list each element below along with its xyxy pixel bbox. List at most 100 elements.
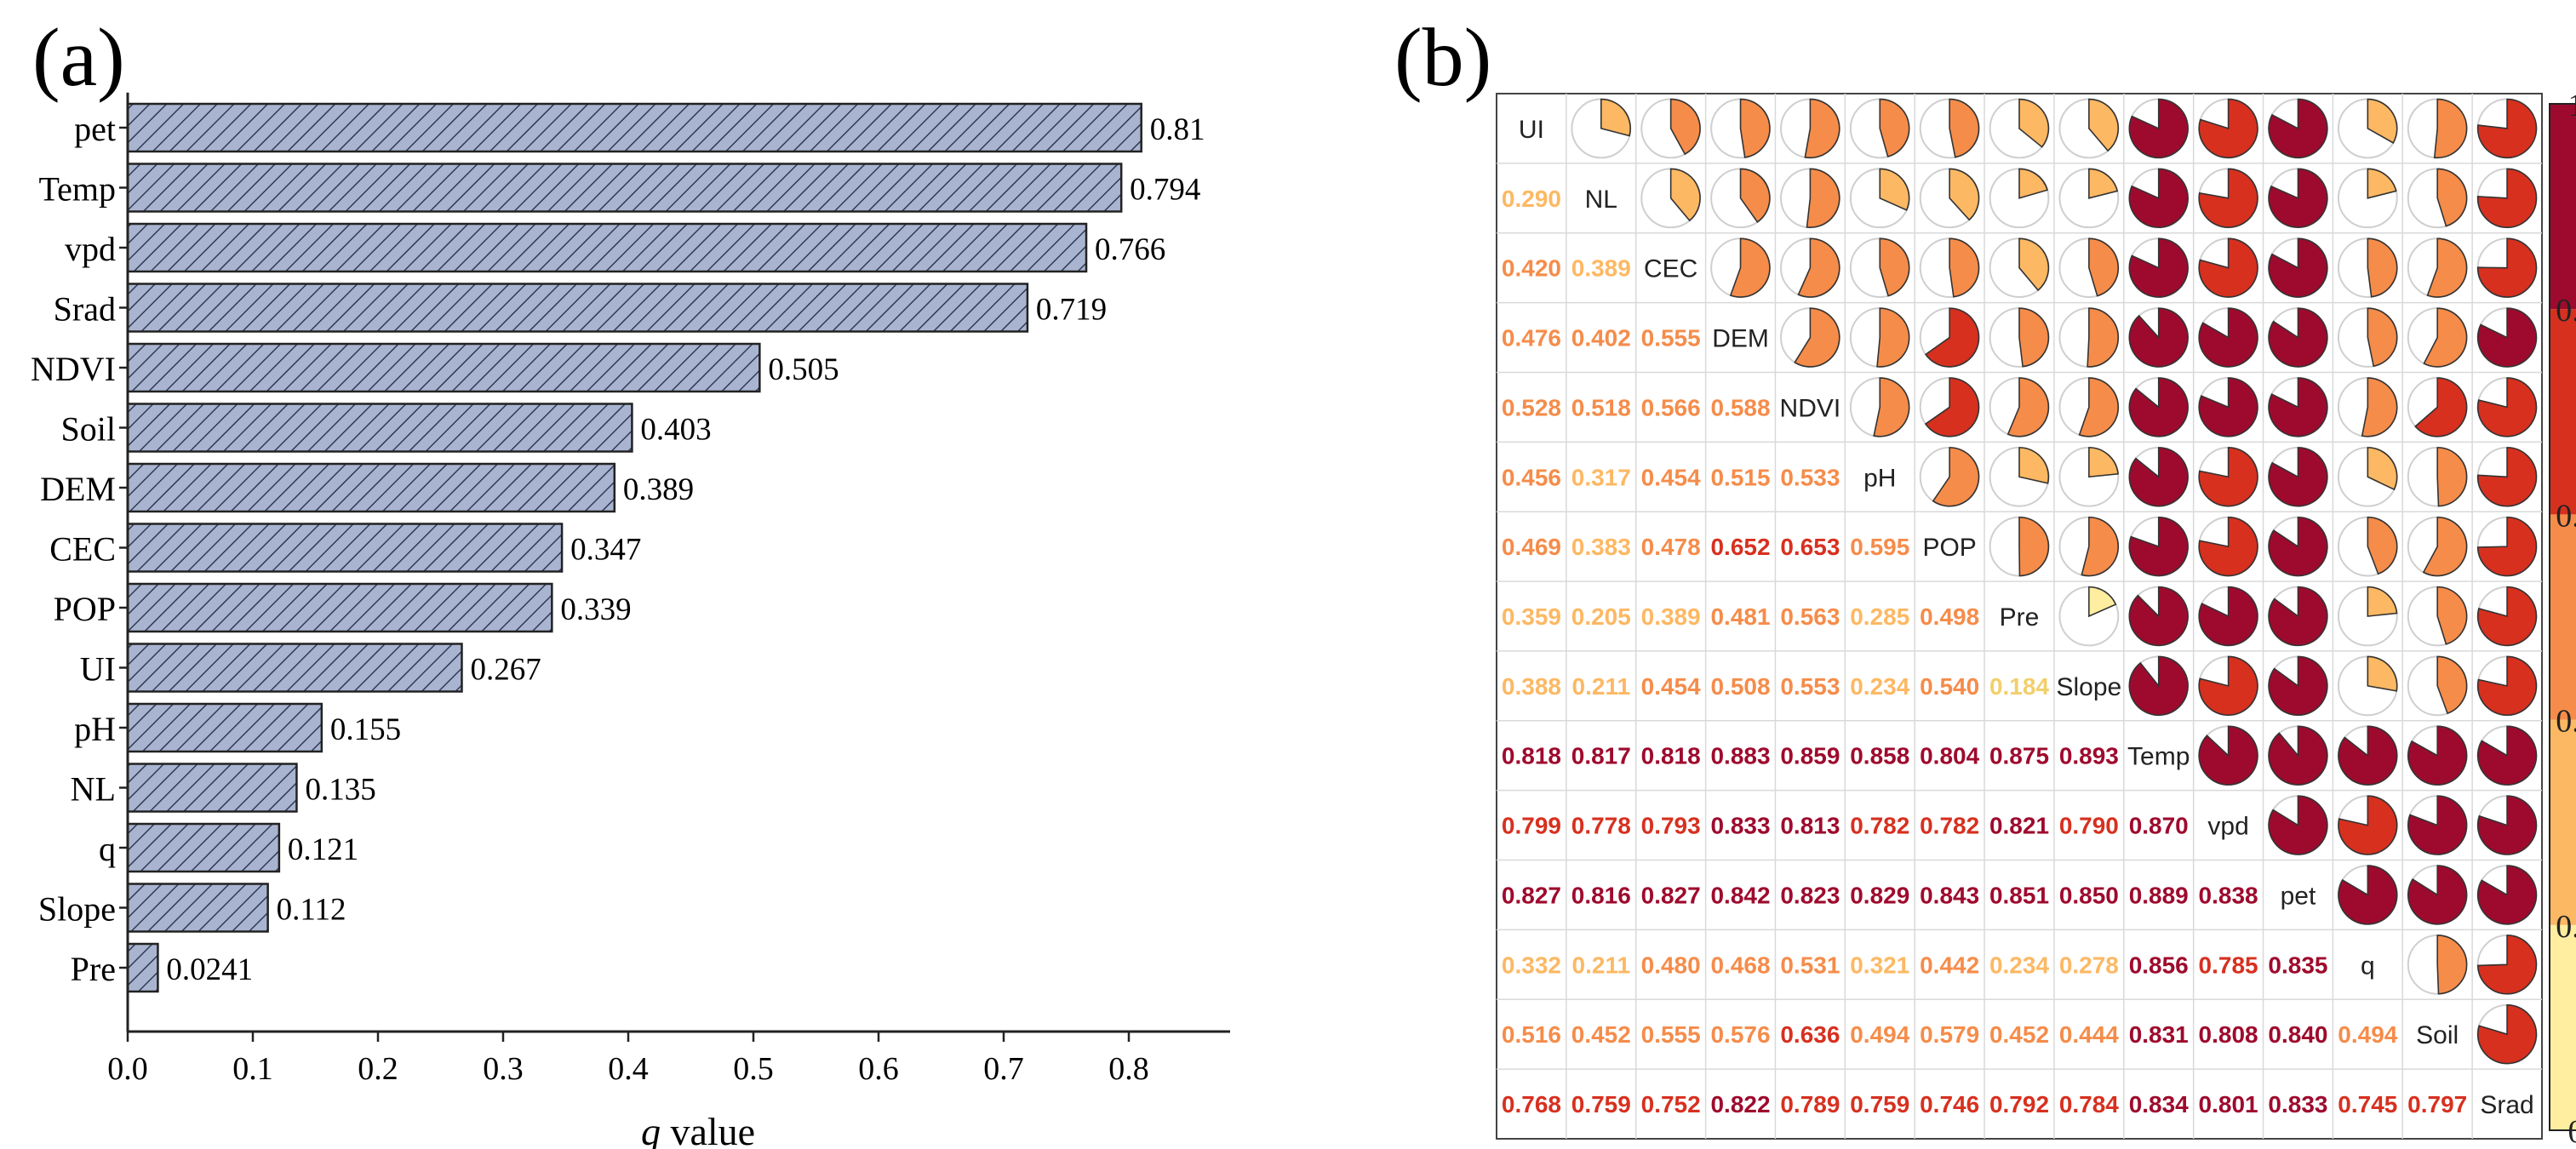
value-label: 0.746 <box>1920 1091 1979 1118</box>
pie-slice <box>1806 168 1840 228</box>
pie-slice <box>2476 377 2538 437</box>
pie-slice <box>1669 168 1701 222</box>
value-label: 0.817 <box>1571 743 1631 769</box>
value-label: 0.508 <box>1710 673 1770 700</box>
pie-slice <box>1949 237 1980 298</box>
value-label: 0.851 <box>1989 882 2049 908</box>
pie-slice <box>2338 795 2398 855</box>
x-tick-label: 0.3 <box>483 1051 524 1087</box>
value-label: 0.332 <box>1502 952 1561 978</box>
pie-slice <box>1949 98 1980 158</box>
pie-slice <box>1669 98 1701 156</box>
pie-slice <box>2407 865 2468 925</box>
data-label: 0.112 <box>277 893 346 928</box>
value-label: 0.476 <box>1502 325 1561 352</box>
pie-slice <box>2268 98 2328 159</box>
pie-slice <box>2476 307 2538 368</box>
value-label: 0.842 <box>1710 882 1770 908</box>
value-label: 0.827 <box>1502 882 1561 908</box>
pie-slice <box>2367 98 2398 144</box>
value-label: 0.563 <box>1780 603 1840 630</box>
data-label: 0.121 <box>288 832 358 867</box>
pie-slice <box>2476 586 2538 647</box>
colorbar-tick-label: 0.8 <box>2556 293 2576 329</box>
pie-slice <box>2423 307 2468 368</box>
pie-slice <box>2422 516 2468 577</box>
bar-NL <box>126 763 298 813</box>
pie-slice <box>2018 168 2049 199</box>
pie-slice <box>2367 586 2398 617</box>
pie-slice <box>2268 307 2328 368</box>
variable-label: vpd <box>2207 813 2248 841</box>
pie-slice <box>2081 516 2120 577</box>
value-label: 0.652 <box>1710 534 1770 560</box>
value-label: 0.792 <box>1989 1091 2049 1118</box>
bar-Slope <box>126 883 269 933</box>
value-label: 0.518 <box>1571 394 1631 420</box>
value-label: 0.498 <box>1920 603 1979 630</box>
value-label: 0.388 <box>1502 673 1561 700</box>
value-label: 0.782 <box>1920 813 1979 839</box>
value-label: 0.454 <box>1641 464 1701 490</box>
variable-label: pH <box>1863 464 1896 492</box>
pie-slice <box>2338 865 2398 925</box>
pie-slice <box>1879 237 1910 297</box>
pie-slice <box>2198 586 2258 647</box>
data-label: 0.389 <box>623 472 694 507</box>
pie-slice <box>2018 98 2050 148</box>
value-label: 0.823 <box>1780 882 1840 908</box>
data-label: 0.267 <box>470 653 541 688</box>
pie-slice <box>2476 516 2538 577</box>
category-label: Srad <box>54 290 116 329</box>
category-label: Pre <box>71 950 116 988</box>
value-label: 0.516 <box>1502 1021 1561 1048</box>
pie-slice <box>2268 168 2328 228</box>
value-label: 0.785 <box>2199 952 2258 978</box>
value-label: 0.759 <box>1850 1091 1909 1118</box>
pie-slice <box>1797 237 1840 298</box>
pie-slice <box>2476 98 2538 159</box>
value-label: 0.790 <box>2059 813 2119 839</box>
bar-CEC <box>126 523 564 573</box>
colorbar-tick-label: 0.2 <box>2556 909 2576 945</box>
category-label: Soil <box>61 410 116 449</box>
pie-slice <box>2006 377 2050 437</box>
colorbar-bin <box>2550 309 2576 515</box>
variable-label: q <box>2361 952 2375 980</box>
value-label: 0.833 <box>1710 813 1770 839</box>
matrix-grid <box>1497 94 2542 1139</box>
value-label: 0.205 <box>1571 603 1631 630</box>
pie-slice <box>2128 168 2189 228</box>
category-label: NL <box>71 770 116 809</box>
data-label: 0.339 <box>560 592 631 627</box>
value-label: 0.555 <box>1641 325 1701 352</box>
value-label: 0.383 <box>1571 534 1631 560</box>
pie-slice <box>2414 377 2468 437</box>
colorbar-tick-label: 1 <box>2568 88 2576 123</box>
bar-POP <box>126 582 553 633</box>
pie-slice <box>2476 725 2538 786</box>
data-label: 0.505 <box>768 352 839 387</box>
pie-slice <box>2198 377 2258 437</box>
x-tick-label: 0.4 <box>608 1051 649 1087</box>
value-label: 0.768 <box>1502 1091 1561 1118</box>
pie-slice <box>2268 725 2328 786</box>
value-label: 0.793 <box>1641 813 1701 839</box>
category-label: DEM <box>40 470 116 508</box>
value-label: 0.442 <box>1920 952 1979 978</box>
value-label: 0.833 <box>2268 1091 2327 1118</box>
x-tick-label: 0.5 <box>733 1051 774 1087</box>
value-label: 0.278 <box>2059 952 2119 978</box>
variable-label: Slope <box>2056 673 2121 701</box>
pie-slice <box>2078 377 2120 437</box>
value-label: 0.653 <box>1780 534 1840 560</box>
pie-slice <box>1879 168 1910 211</box>
category-label: q <box>99 830 116 868</box>
value-label: 0.816 <box>1571 882 1631 908</box>
value-label: 0.494 <box>2338 1021 2397 1048</box>
value-label: 0.290 <box>1502 186 1561 212</box>
pie-slice <box>2128 377 2189 437</box>
value-label: 0.588 <box>1710 394 1770 420</box>
pie-slice <box>2367 307 2398 368</box>
pie-slice <box>2018 237 2050 292</box>
